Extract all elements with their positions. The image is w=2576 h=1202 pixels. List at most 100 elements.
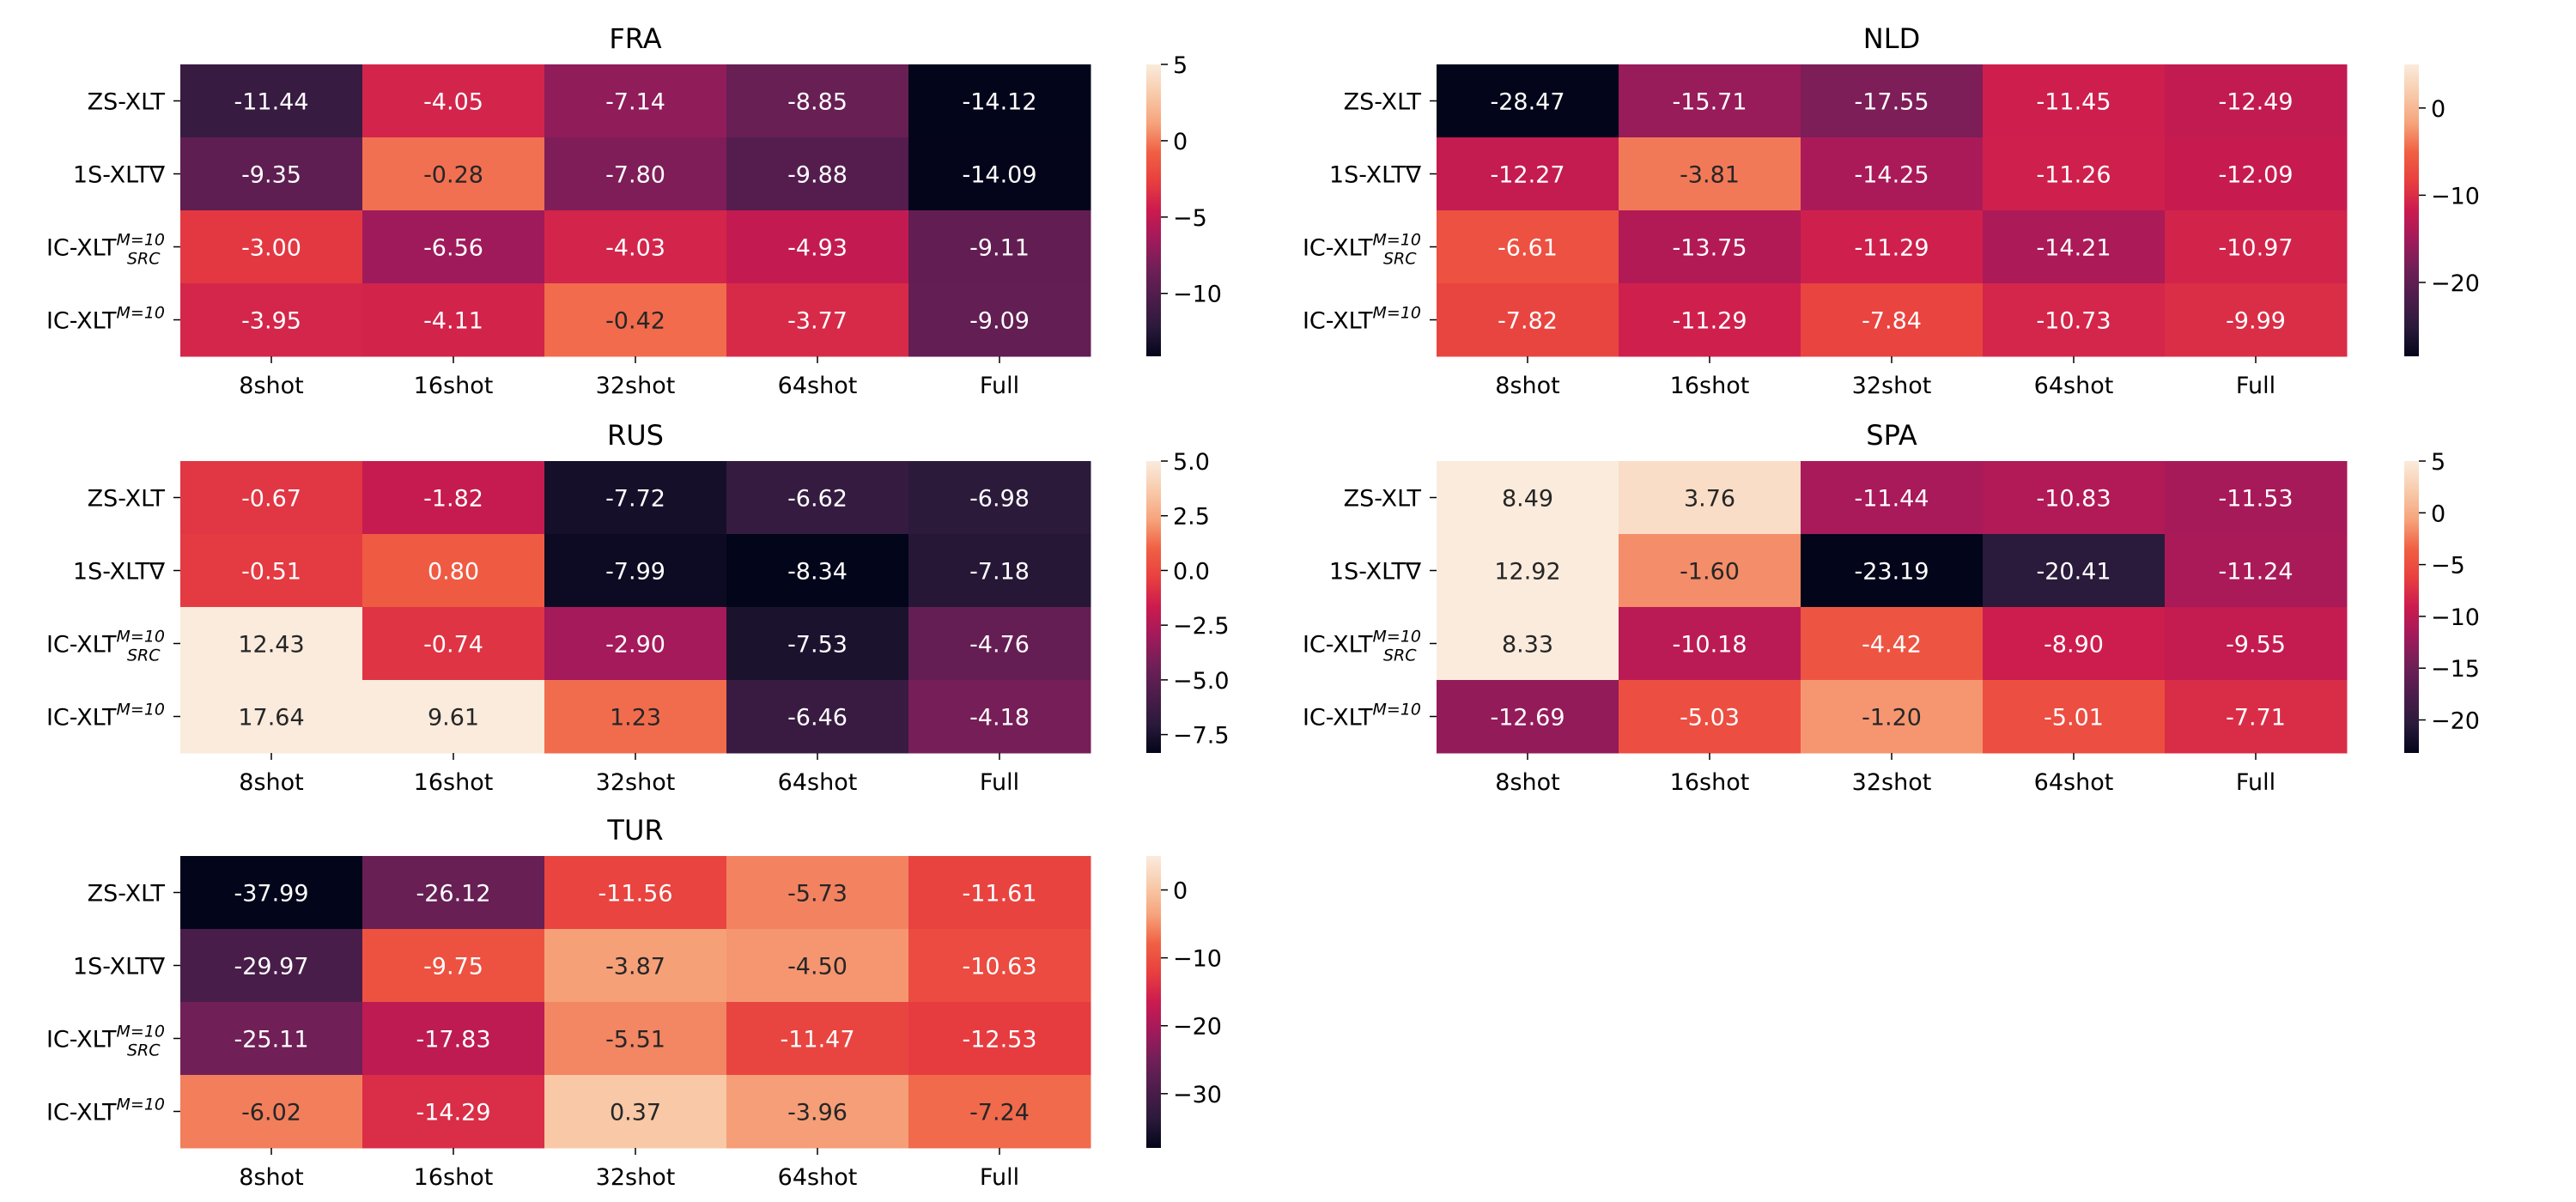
heatmap-cell <box>2165 137 2348 211</box>
cell-value-label: -4.03 <box>605 235 665 262</box>
heatmap-cell <box>726 1002 909 1076</box>
heatmap-cell <box>1801 607 1984 681</box>
cell-value-label: -11.45 <box>2036 89 2111 116</box>
cell-value-label: -14.25 <box>1854 162 1929 189</box>
cell-value-label: -12.09 <box>2218 162 2293 189</box>
cell-value-label: -11.53 <box>2218 486 2293 513</box>
column-label: 64shot <box>778 1164 858 1191</box>
cell-value-label: -5.73 <box>787 881 848 908</box>
heatmap-cell <box>2165 607 2348 681</box>
colorbar-tick-label: −10 <box>2431 604 2480 631</box>
row-label: IC-XLTM=10 <box>1303 701 1421 732</box>
colorbar-tick-label: −20 <box>2431 270 2480 297</box>
cell-value-label: -4.42 <box>1862 632 1922 659</box>
cell-value-label: -14.09 <box>962 162 1036 189</box>
cell-value-label: -3.81 <box>1680 162 1740 189</box>
cell-value-label: -7.99 <box>605 559 665 586</box>
cell-value-label: -6.61 <box>1498 235 1558 262</box>
heatmap-cell <box>544 856 727 930</box>
cell-value-label: -37.99 <box>234 881 308 908</box>
cell-value-label: -0.67 <box>241 486 301 513</box>
row-label: 1S-XLT∇ <box>1329 559 1422 586</box>
cell-value-label: -4.05 <box>423 89 483 116</box>
colorbar-tick-label: −5.0 <box>1173 668 1230 695</box>
cell-value-label: -3.96 <box>787 1100 848 1126</box>
heatmap-cell <box>180 283 363 357</box>
column-label: 16shot <box>414 373 494 399</box>
cell-value-label: -9.55 <box>2226 632 2286 659</box>
heatmap-cell <box>908 1002 1091 1076</box>
cell-value-label: -7.24 <box>969 1100 1030 1126</box>
heatmap-cell <box>362 64 545 138</box>
cell-value-label: -3.77 <box>787 308 848 335</box>
heatmap-cell <box>1619 534 1801 608</box>
heatmap-cell <box>908 64 1091 138</box>
heatmap-cells: 8.49 3.76 -11.44 -10.83 -11.53 12.92 -1.60 -23.… <box>1437 461 2348 754</box>
heatmap-cell <box>544 929 727 1003</box>
colorbar: 0 −10 −20 −30 <box>1146 856 1222 1148</box>
colorbar-tick-label: −15 <box>2431 656 2480 683</box>
heatmap-cell <box>1619 461 1801 535</box>
heatmap-cell <box>362 1075 545 1149</box>
cell-value-label: -11.24 <box>2218 559 2293 586</box>
cell-value-label: -5.01 <box>2044 705 2104 732</box>
heatmap-cell <box>180 607 363 681</box>
cell-value-label: -7.80 <box>605 162 665 189</box>
column-label: 16shot <box>414 769 494 796</box>
heatmap-cell <box>362 283 545 357</box>
column-labels: 8shot 16shot 32shot 64shot Full <box>239 753 1019 796</box>
row-label: 1S-XLT∇ <box>73 559 166 586</box>
cell-value-label: -7.18 <box>969 559 1030 586</box>
heatmap-cell <box>1983 461 2166 535</box>
cell-value-label: 8.49 <box>1502 486 1553 513</box>
heatmap-cell <box>180 534 363 608</box>
cell-value-label: -8.85 <box>787 89 848 116</box>
heatmap-cell <box>726 461 909 535</box>
heatmap-cell <box>726 607 909 681</box>
row-label: IC-XLTM=10 <box>46 701 165 732</box>
cell-value-label: -3.87 <box>605 954 665 980</box>
heatmap-cell <box>726 1075 909 1149</box>
cell-value-label: -6.98 <box>969 486 1030 513</box>
panel-rus: RUS -0.67 -1.82 -7.72 -6.62 -6.98 -0.51 0.80 -7… <box>46 419 1230 796</box>
column-label: 64shot <box>778 373 858 399</box>
heatmap-cell <box>726 283 909 357</box>
cell-value-label: -26.12 <box>416 881 490 908</box>
cell-value-label: -8.34 <box>787 559 848 586</box>
heatmap-cell <box>362 856 545 930</box>
cell-value-label: -12.69 <box>1490 705 1564 732</box>
colorbar-gradient <box>1146 856 1161 1148</box>
cell-value-label: -0.42 <box>605 308 665 335</box>
cell-value-label: -10.73 <box>2036 308 2111 335</box>
cell-value-label: -1.60 <box>1680 559 1740 586</box>
heatmap-cell <box>1983 607 2166 681</box>
heatmap-cell <box>180 856 363 930</box>
colorbar-tick-label: −30 <box>1173 1082 1222 1108</box>
panel-title: RUS <box>607 419 664 452</box>
cell-value-label: -10.83 <box>2036 486 2111 513</box>
cell-value-label: 9.61 <box>428 705 479 732</box>
heatmap-cell <box>908 461 1091 535</box>
cell-value-label: 3.76 <box>1684 486 1735 513</box>
cell-value-label: 8.33 <box>1502 632 1553 659</box>
colorbar-gradient <box>2404 64 2419 356</box>
heatmap-cell <box>1437 283 1619 357</box>
heatmap-cell <box>1619 210 1801 284</box>
row-label: IC-XLTM=10 <box>46 304 165 335</box>
cell-value-label: -12.27 <box>1490 162 1564 189</box>
row-labels: ZS-XLT 1S-XLT∇ IC-XLTM=10 SRC IC-XLTM=10 <box>46 881 180 1126</box>
cell-value-label: -17.83 <box>416 1027 490 1053</box>
column-labels: 8shot 16shot 32shot 64shot Full <box>1495 753 2275 796</box>
cell-value-label: -11.61 <box>962 881 1036 908</box>
cell-value-label: -20.41 <box>2036 559 2111 586</box>
column-label: 8shot <box>239 769 303 796</box>
heatmap-cell <box>1801 137 1984 211</box>
colorbar-tick-label: 0 <box>1173 878 1188 905</box>
row-labels: ZS-XLT 1S-XLT∇ IC-XLTM=10 SRC IC-XLTM=10 <box>46 486 180 732</box>
heatmap-cell <box>1801 680 1984 754</box>
heatmap-cell <box>2165 680 2348 754</box>
heatmap-cell <box>180 1002 363 1076</box>
cell-value-label: -12.49 <box>2218 89 2293 116</box>
heatmap-cell <box>362 929 545 1003</box>
heatmap-cell <box>908 680 1091 754</box>
